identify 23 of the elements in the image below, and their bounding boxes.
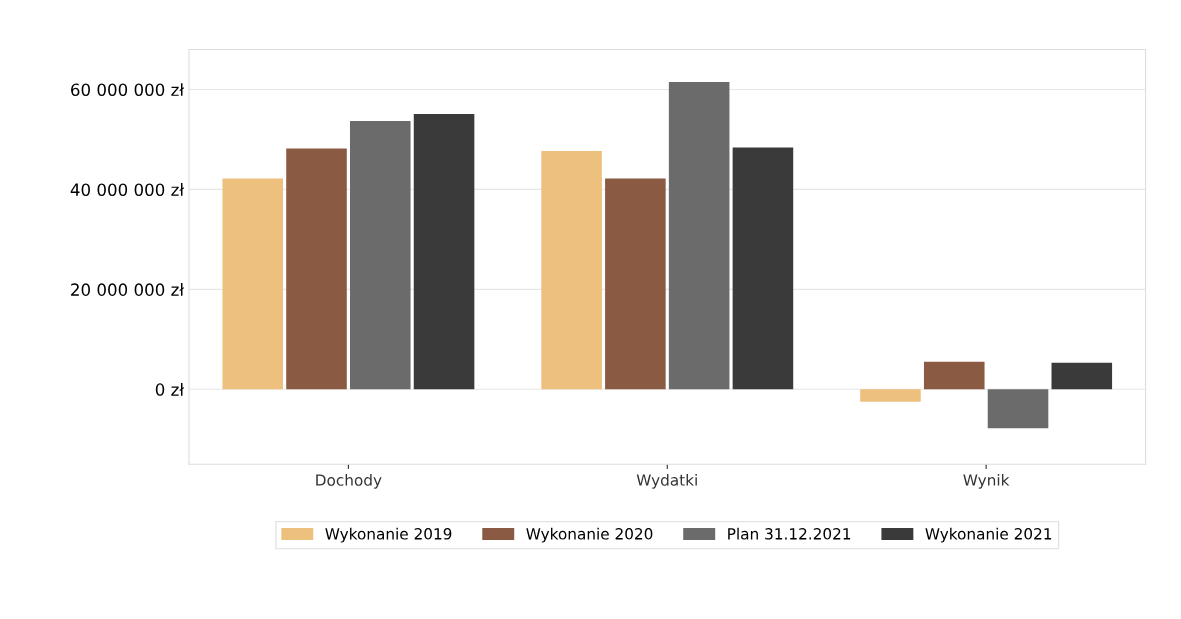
y-tick-label: 60 000 000 zł — [71, 83, 185, 97]
y-tick-label: 40 000 000 zł — [70, 183, 185, 196]
bar — [349, 120, 411, 390]
x-tick-label: Wynik — [963, 473, 1010, 489]
x-tick-label: Wydatki — [636, 473, 697, 489]
bar — [413, 113, 475, 390]
x-tick-label: Dochody — [316, 473, 382, 489]
bar — [732, 147, 794, 390]
bar — [860, 389, 921, 402]
bar — [923, 361, 985, 390]
bar — [605, 178, 666, 390]
bar — [222, 178, 284, 390]
bar — [668, 82, 730, 390]
y-tick-label: 0 zł — [155, 382, 185, 396]
bar — [286, 148, 347, 390]
legend-label: Plan 31.12.2021 — [728, 527, 851, 540]
legend-label: Wykonanie 2020 — [526, 527, 653, 543]
legend-label: Wykonanie 2021 — [925, 527, 1052, 543]
y-tick-label: 20 000 000 zł — [71, 283, 185, 296]
legend-label: Wykonanie 2019 — [325, 527, 452, 543]
bar — [1051, 362, 1113, 390]
bar — [987, 389, 1049, 429]
bar — [541, 150, 602, 390]
